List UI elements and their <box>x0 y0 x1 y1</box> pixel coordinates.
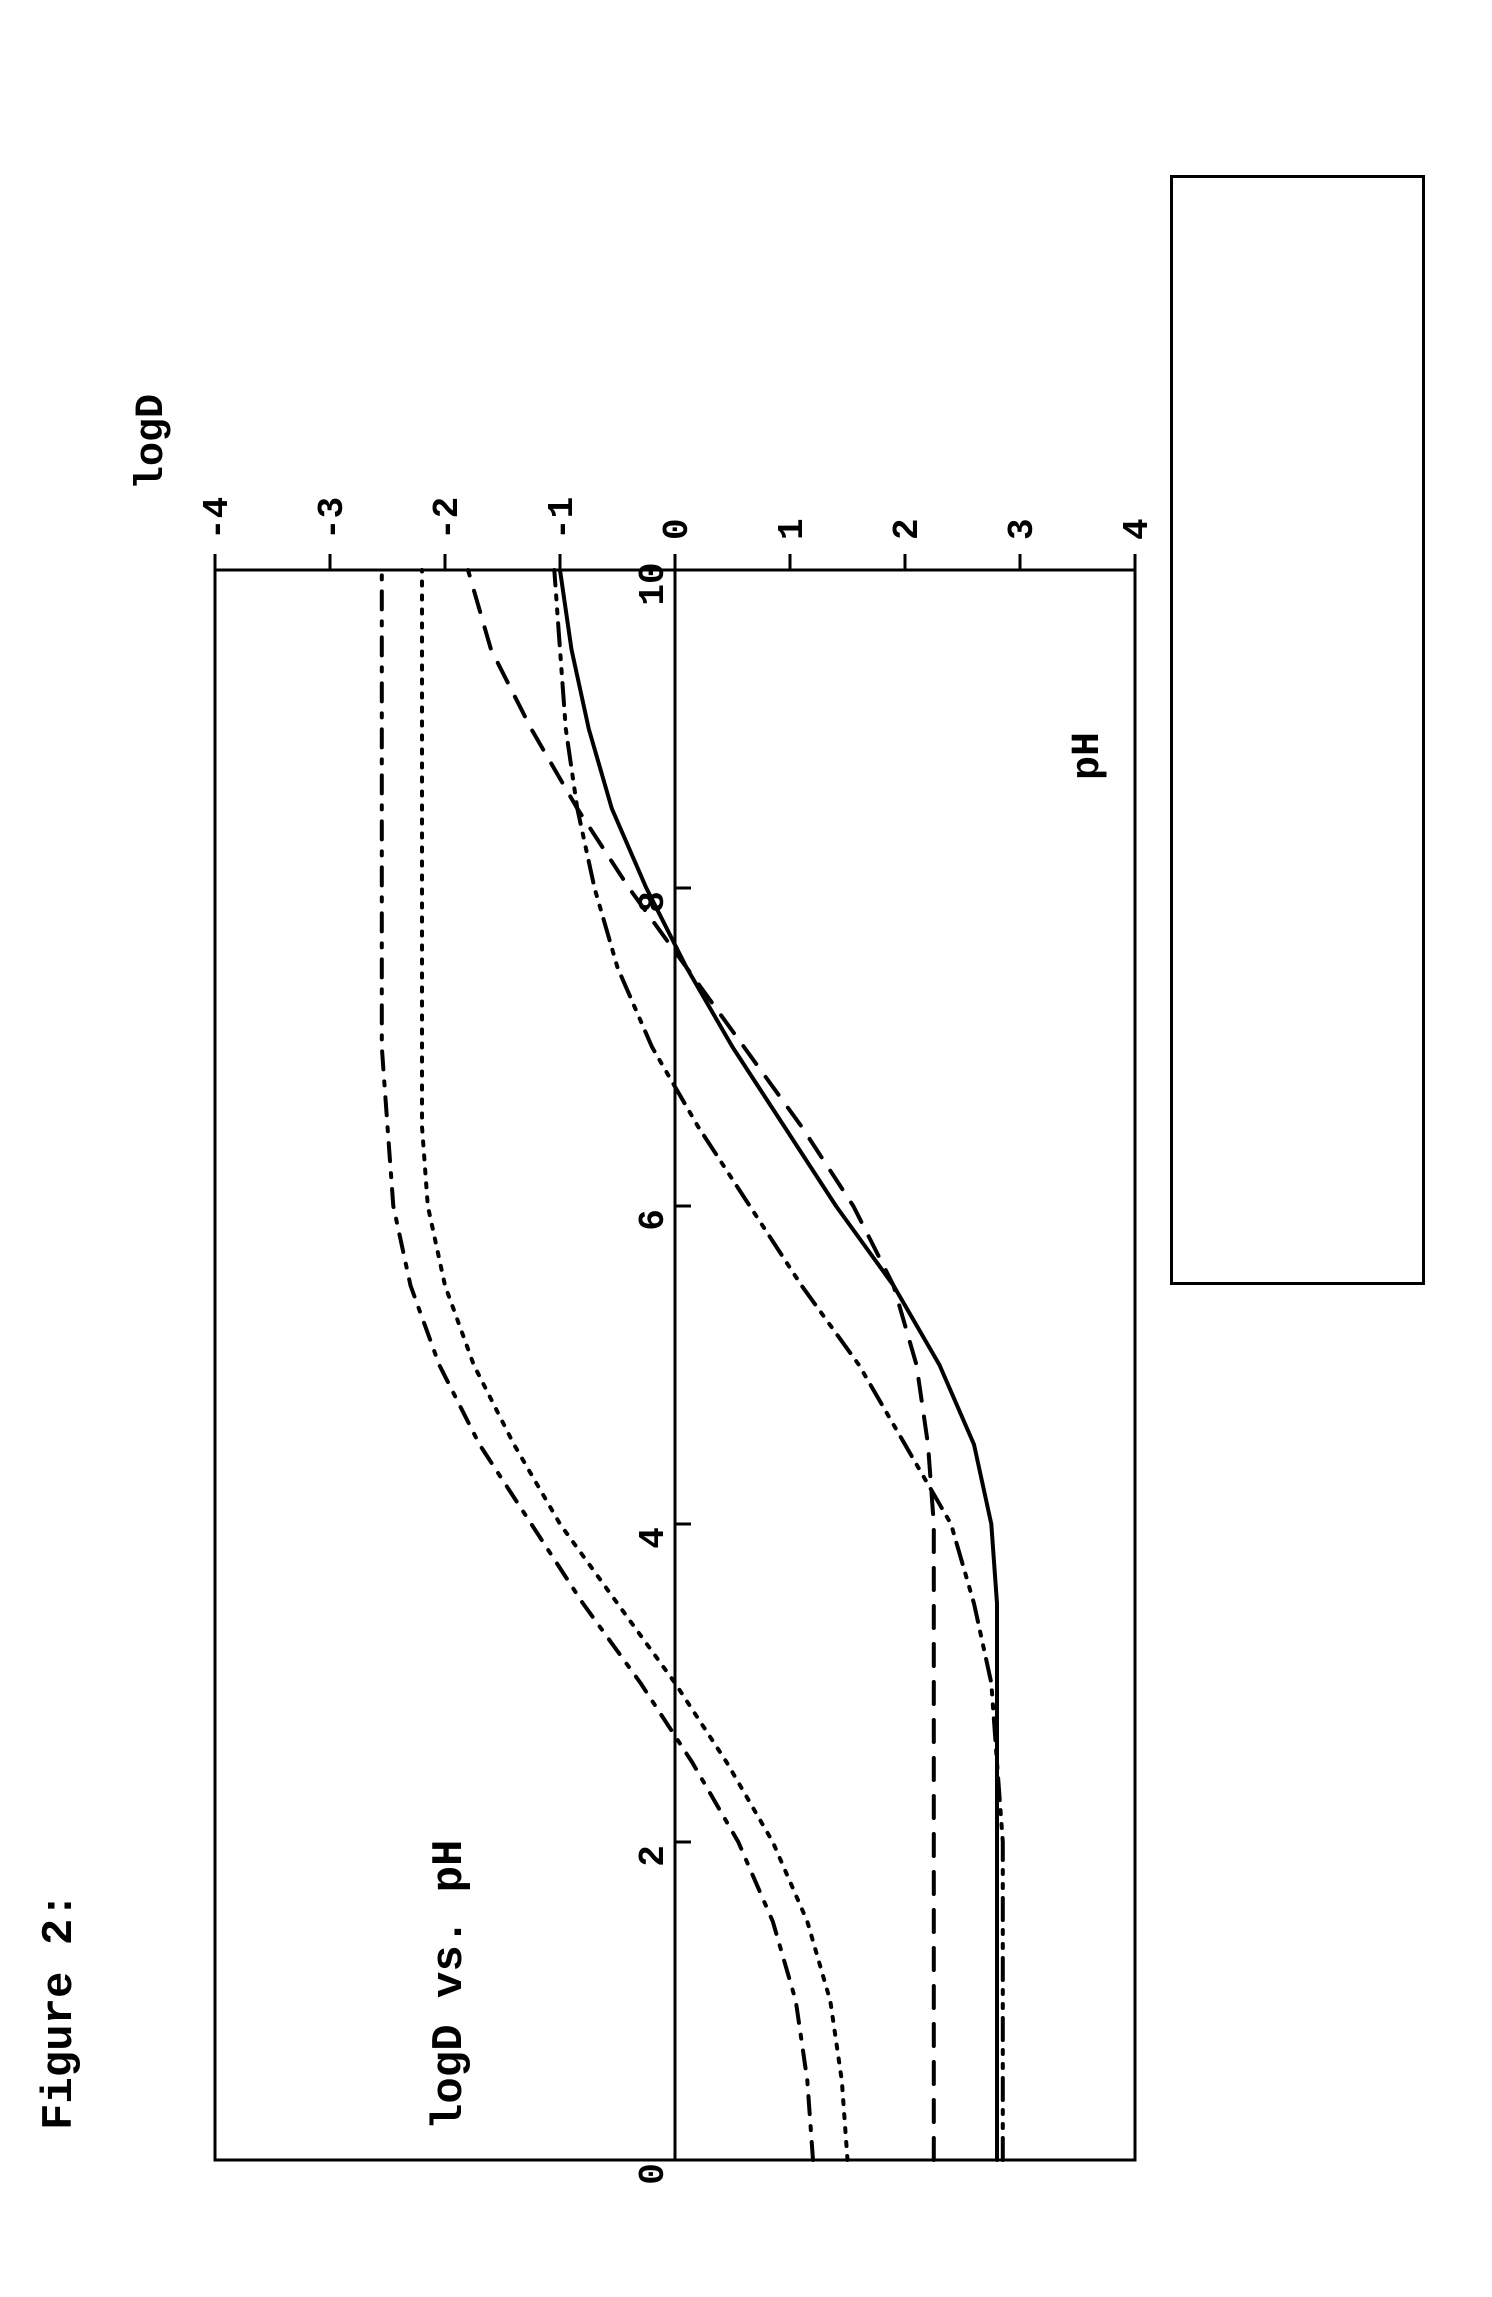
svg-text:-4: -4 <box>197 497 238 540</box>
svg-text:3: 3 <box>1002 518 1043 540</box>
svg-text:-2: -2 <box>427 497 468 540</box>
series-octanoic_acid <box>560 570 997 2160</box>
series-heptylmethylphosphate <box>422 570 848 2160</box>
legend <box>1170 175 1425 1285</box>
svg-text:0: 0 <box>657 518 698 540</box>
svg-text:2: 2 <box>633 1845 674 1867</box>
svg-text:1: 1 <box>772 518 813 540</box>
svg-text:-1: -1 <box>542 497 583 540</box>
series-heptylbarbiturate <box>468 570 934 2160</box>
page: Figure 2: logD vs. pH logD pH -4-3-2-101… <box>0 0 1492 2297</box>
series-heptanesulfonicacid <box>382 570 813 2160</box>
svg-text:4: 4 <box>633 1527 674 1549</box>
svg-text:2: 2 <box>887 518 928 540</box>
svg-text:0: 0 <box>633 2163 674 2185</box>
svg-text:4: 4 <box>1117 518 1158 540</box>
svg-text:-3: -3 <box>312 497 353 540</box>
svg-text:6: 6 <box>633 1209 674 1231</box>
